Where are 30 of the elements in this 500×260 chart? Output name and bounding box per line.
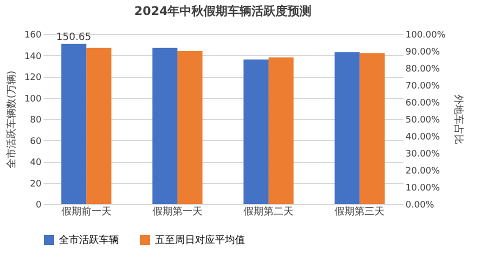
chart-title: 2024年中秋假期车辆活跃度预测 [134,4,312,18]
y2-tick-label: 30.00% [406,150,440,160]
y2-tick-label: 10.00% [406,184,440,194]
y2-tick-label: 90.00% [406,48,440,58]
y-tick-label: 160 [24,30,42,40]
y-tick-label: 60 [30,136,42,147]
x-tick-label: 假期前一天 [61,206,112,218]
y-tick-label: 20 [30,179,42,190]
y-tick-label: 80 [30,116,42,126]
legend-label: 五至周日对应平均值 [155,234,245,246]
y-tick-label: 40 [30,158,42,168]
y-tick-label: 120 [24,73,42,83]
y2-tick-label: 80.00% [406,64,440,74]
y2-tick-label: 60.00% [406,98,440,108]
y-tick-label: 100 [24,94,42,104]
y2-axis-title: 外地车占比 [452,94,465,144]
x-tick-label: 假期第三天 [334,206,385,218]
y-tick-label: 140 [24,52,42,62]
y2-tick-label: 0.00% [406,200,435,210]
x-tick-label: 假期第二天 [244,206,294,218]
data-label: 150.65 [56,32,92,43]
y2-tick-label: 70.00% [406,82,440,92]
y2-tick-label: 100.00% [406,30,446,40]
y2-tick-label: 50.00% [406,116,440,126]
y-axis-title: 全市活跃车辆数(万辆) [5,70,18,168]
y2-tick-label: 40.00% [406,132,440,142]
legend-label: 全市活跃车辆 [59,234,119,246]
y2-tick-label: 20.00% [406,166,440,176]
y-tick-label: 0 [36,200,42,210]
x-tick-label: 假期第一天 [152,206,202,218]
